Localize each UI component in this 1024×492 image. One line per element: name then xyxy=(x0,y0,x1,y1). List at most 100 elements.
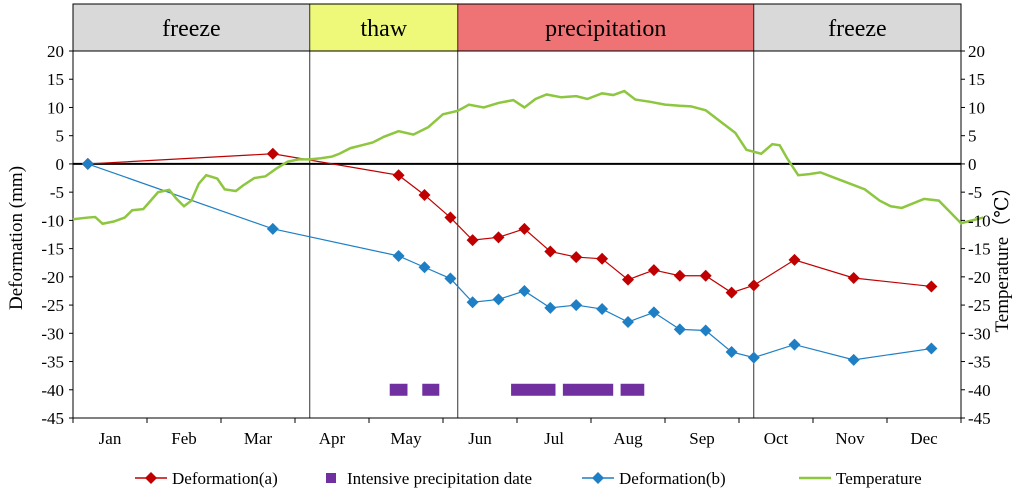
x-tick-label-jan: Jan xyxy=(99,429,122,448)
deformation-a--point xyxy=(596,252,609,265)
deformation-b--point xyxy=(673,323,686,336)
legend-marker-2 xyxy=(592,472,604,484)
x-tick-label-jun: Jun xyxy=(468,429,492,448)
deformation-a--point xyxy=(418,188,431,201)
plot-frame xyxy=(72,3,962,419)
y-right-tick-label: -35 xyxy=(968,353,991,372)
deformation-b--point xyxy=(518,284,531,297)
y-left-tick-label: -40 xyxy=(41,381,64,400)
deformation-a--point xyxy=(699,269,712,282)
legend-label-2: Deformation(b) xyxy=(619,469,726,488)
x-tick-label-may: May xyxy=(390,429,422,448)
deformation-b--point xyxy=(847,353,860,366)
deformation-b--point xyxy=(418,261,431,274)
deformation-b--point xyxy=(492,293,505,306)
y-left-tick-label: -45 xyxy=(41,409,64,428)
deformation-b--point xyxy=(596,303,609,316)
legend-label-0: Deformation(a) xyxy=(172,469,278,488)
deformation-a--point xyxy=(266,147,279,160)
y-left-tick-label: -15 xyxy=(41,240,64,259)
deformation-a--point xyxy=(622,273,634,286)
deformation-a--point xyxy=(925,280,938,293)
deformation-b--point xyxy=(925,342,938,355)
deformation-a--point xyxy=(673,269,686,282)
y-left-tick-label: 20 xyxy=(47,42,64,61)
x-tick-label-sep: Sep xyxy=(689,429,715,448)
y-left-tick-label: -5 xyxy=(50,183,64,202)
deformation-b--point xyxy=(444,272,457,285)
season-band-label-0: freeze xyxy=(162,16,221,42)
deformation-b--point xyxy=(647,306,660,319)
grid-layer xyxy=(72,3,962,419)
y-right-tick-label: -15 xyxy=(968,240,991,259)
y-left-tick-label: 10 xyxy=(47,98,64,117)
deformation-b--point xyxy=(747,351,760,364)
y-left-tick-label: 15 xyxy=(47,70,64,89)
y-right-tick-label: -10 xyxy=(968,211,991,230)
deformation-a--point xyxy=(518,222,531,235)
legend-label-3: Temperature xyxy=(836,469,922,488)
deformation-a--point xyxy=(647,264,660,277)
deformation-a--point xyxy=(444,211,457,224)
y-right-tick-label: 0 xyxy=(968,155,977,174)
precip-bar-2 xyxy=(511,383,556,396)
season-band-label-3: freeze xyxy=(828,16,887,42)
deformation-b--point xyxy=(81,157,94,170)
x-tick-label-dec: Dec xyxy=(910,429,938,448)
deformation-a--point xyxy=(570,251,583,264)
deformation-b--line xyxy=(87,163,932,361)
x-tick-label-feb: Feb xyxy=(171,429,197,448)
season-band-0 xyxy=(73,4,310,51)
precip-bar-3 xyxy=(562,383,614,396)
legend-marker-0 xyxy=(145,472,157,484)
y-axis-right-label: Temperature（℃） xyxy=(991,178,1013,333)
deformation-a--point xyxy=(847,271,860,284)
y-left-tick-label: -20 xyxy=(41,268,64,287)
y-left-tick-label: -25 xyxy=(41,296,64,315)
season-band-3 xyxy=(753,4,961,51)
y-left-tick-label: 0 xyxy=(56,155,65,174)
deformation-a--point xyxy=(788,253,801,266)
deformation-a--point xyxy=(544,245,557,258)
x-tick-label-mar: Mar xyxy=(244,429,273,448)
deformation-b--point xyxy=(544,301,557,314)
y-left-tick-label: -30 xyxy=(41,324,64,343)
season-band-1 xyxy=(309,4,458,51)
y-left-tick-label: -35 xyxy=(41,353,64,372)
legend: Deformation(a) Intensive precipitation da… xyxy=(135,469,922,488)
y-right-tick-label: -40 xyxy=(968,381,991,400)
y-right-tick-label: 5 xyxy=(968,127,977,146)
deformation-b--point xyxy=(788,338,801,351)
y-right-tick-label: -30 xyxy=(968,324,991,343)
deformation-b--point xyxy=(266,222,279,235)
legend-label-1: Intensive precipitation date xyxy=(347,469,532,488)
season-band-label-1: thaw xyxy=(360,16,407,42)
data-layer xyxy=(72,89,984,396)
y-right-tick-label: -45 xyxy=(968,409,991,428)
x-tick-label-oct: Oct xyxy=(764,429,789,448)
x-tick-label-jul: Jul xyxy=(544,429,564,448)
y-left-tick-label: 5 xyxy=(56,127,65,146)
deformation-b--point xyxy=(466,296,479,309)
deformation-a--point xyxy=(725,286,738,299)
x-tick-label-aug: Aug xyxy=(613,429,643,448)
precip-bar-4 xyxy=(620,383,645,396)
legend-marker-1 xyxy=(326,473,336,483)
precip-bar-1 xyxy=(422,383,440,396)
x-tick-label-apr: Apr xyxy=(319,429,346,448)
y-right-tick-label: -5 xyxy=(968,183,982,202)
deformation-b--point xyxy=(570,299,583,312)
x-tick-label-nov: Nov xyxy=(835,429,865,448)
y-left-tick-label: -10 xyxy=(41,211,64,230)
temperature-line xyxy=(72,89,984,226)
deformation-a--point xyxy=(747,279,760,292)
y-axis-left-label: Deformation (mm) xyxy=(6,166,27,310)
deformation-b--point xyxy=(725,345,738,358)
y-right-tick-label: -20 xyxy=(968,268,991,287)
season-band-label-2: precipitation xyxy=(545,16,666,42)
deformation-b--point xyxy=(392,249,405,262)
precip-bar-0 xyxy=(389,383,408,396)
axis-layer: 20 15 10 5 0 -5 -10 -15 -20 -25 -30 -35 -40 -45 20 15 10… xyxy=(41,42,990,448)
y-right-tick-label: 15 xyxy=(968,70,985,89)
